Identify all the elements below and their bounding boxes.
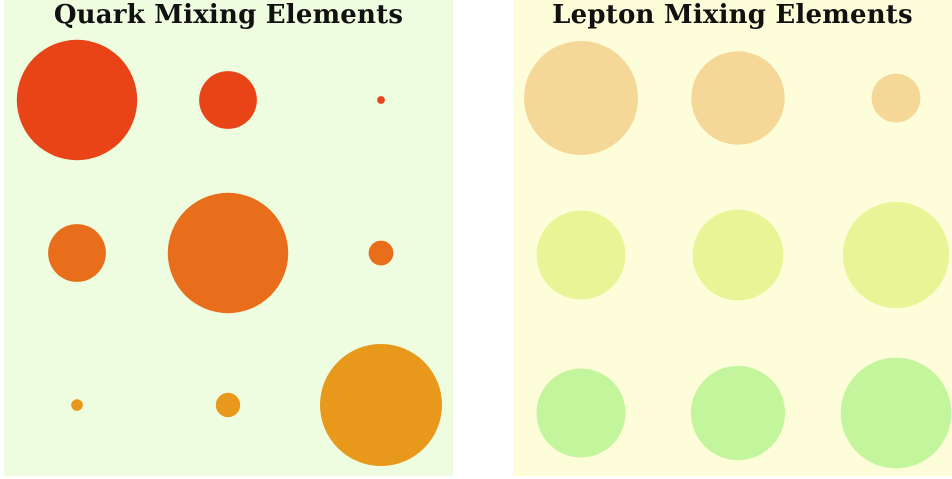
lepton-panel-title: Lepton Mixing Elements [552, 0, 913, 30]
lepton-bubble-r2-c1 [536, 210, 626, 300]
quark-mixing-panel: Quark Mixing Elements [4, 0, 453, 476]
lepton-bubble-r1-c3 [871, 73, 921, 123]
lepton-bubble-grid [524, 41, 952, 469]
lepton-bubble-r3-c1 [536, 368, 626, 458]
quark-bubble-r3-c1 [71, 399, 83, 411]
quark-bubble-r1-c1 [16, 39, 138, 161]
lepton-bubble-r1-c2 [691, 51, 785, 145]
quark-bubble-r3-c2 [215, 392, 241, 418]
quark-bubble-r2-c3 [368, 240, 394, 266]
quark-bubble-grid [16, 39, 442, 466]
lepton-bubble-r1-c1 [524, 41, 638, 155]
lepton-bubble-r2-c2 [692, 209, 784, 301]
lepton-bubble-r3-c3 [840, 357, 952, 469]
quark-bubble-r1-c3 [377, 96, 385, 104]
quark-bubble-r2-c1 [48, 224, 106, 282]
lepton-bubble-r3-c2 [690, 365, 786, 461]
lepton-bubble-r2-c3 [842, 201, 950, 309]
quark-panel-title: Quark Mixing Elements [53, 0, 404, 30]
quark-bubble-r1-c2 [199, 71, 257, 129]
lepton-mixing-panel: Lepton Mixing Elements [513, 0, 952, 476]
quark-bubble-r2-c2 [167, 192, 289, 314]
quark-bubble-r3-c3 [320, 344, 442, 466]
